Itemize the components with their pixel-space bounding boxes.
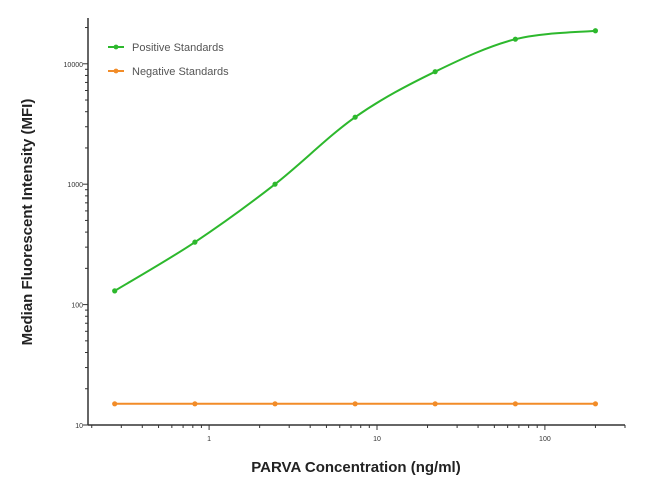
data-point xyxy=(192,401,198,407)
data-point xyxy=(432,69,438,75)
legend-label: Positive Standards xyxy=(132,42,224,54)
x-axis-label: PARVA Concentration (ng/ml) xyxy=(251,459,460,476)
data-point xyxy=(112,288,118,294)
data-point xyxy=(272,401,278,407)
data-point xyxy=(272,181,278,187)
y-tick-label: 10 xyxy=(75,423,83,430)
data-point xyxy=(192,239,198,245)
data-point xyxy=(352,114,358,120)
legend-label: Negative Standards xyxy=(132,66,229,78)
data-point xyxy=(432,401,438,407)
x-tick-label: 1 xyxy=(207,436,211,443)
y-tick-label: 10000 xyxy=(64,62,84,69)
y-axis-label: Median Fluorescent Intensity (MFI) xyxy=(19,99,36,346)
data-point xyxy=(592,401,599,407)
y-tick-label: 1000 xyxy=(67,182,83,189)
x-tick-label: 10 xyxy=(373,436,381,443)
data-point xyxy=(512,36,518,42)
data-point xyxy=(352,401,358,407)
y-tick-label: 100 xyxy=(71,303,83,310)
legend-marker xyxy=(113,68,119,74)
x-tick-label: 100 xyxy=(539,436,551,443)
data-point xyxy=(592,28,599,34)
legend-marker xyxy=(113,44,119,50)
data-point xyxy=(512,401,518,407)
data-point xyxy=(112,401,118,407)
